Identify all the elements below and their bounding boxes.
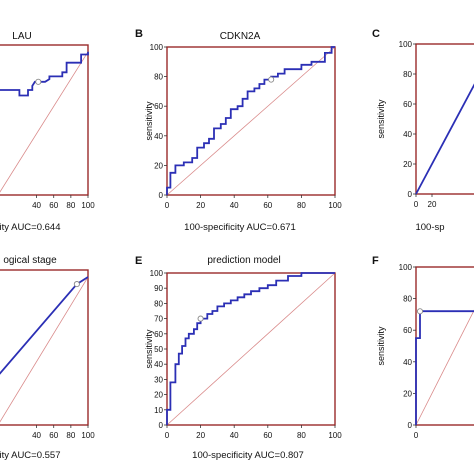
auc-footer: ity AUC=0.644: [0, 222, 61, 233]
y-tick-label: 100: [399, 40, 413, 49]
x-tick-label: 80: [297, 201, 306, 210]
y-axis-label: sensitivity: [144, 101, 154, 141]
x-tick-label: 80: [66, 431, 75, 440]
plot-frame: [166, 46, 336, 196]
cutoff-marker: [35, 78, 42, 85]
roc-curve: [0, 51, 89, 97]
y-tick-label: 0: [408, 190, 413, 199]
cutoff-marker: [268, 76, 275, 83]
plot-frame: [0, 44, 89, 196]
y-tick-label: 70: [154, 315, 163, 324]
x-tick-label: 40: [32, 201, 41, 210]
y-tick-label: 80: [154, 73, 163, 82]
y-tick-label: 20: [154, 161, 163, 170]
roc-panel-2: 0 20 40 60 80 100 0 20 40 60 80 100 CDKN2A sensitivit…: [144, 31, 342, 233]
cutoff-marker: [73, 281, 80, 288]
roc-panel-6: 00 20 40 60 80 100 sensitivity: [376, 263, 474, 440]
x-tick-label: 0: [165, 431, 170, 440]
x-tick-label: 60: [49, 431, 58, 440]
auc-footer: 100-specificity AUC=0.807: [192, 450, 304, 461]
y-tick-label: 100: [150, 269, 164, 278]
y-tick-label: 80: [154, 299, 163, 308]
x-tick-label: 80: [297, 431, 306, 440]
panel-letter-e: E: [135, 255, 142, 267]
y-axis-label: sensitivity: [144, 329, 154, 369]
y-tick-label: 20: [403, 389, 412, 398]
x-tick-label: 100: [81, 431, 95, 440]
y-tick-label: 80: [403, 70, 412, 79]
x-tick-label: 80: [66, 201, 75, 210]
cutoff-marker: [197, 315, 204, 322]
roc-panel-5: 0 20 40 60 80 100 0 10 20 30 40 50 60 70 80 90 100 predic…: [144, 255, 342, 461]
y-tick-label: 80: [403, 295, 412, 304]
panel-title: LAU: [12, 31, 31, 42]
reference-diagonal: [415, 309, 474, 426]
y-tick-label: 60: [403, 100, 412, 109]
y-tick-label: 0: [159, 421, 164, 430]
y-tick-label: 50: [154, 345, 163, 354]
y-tick-label: 0: [159, 191, 164, 200]
reference-diagonal: [0, 276, 89, 423]
reference-diagonal: [166, 272, 336, 426]
x-tick-label: 40: [32, 431, 41, 440]
roc-panel-3: 0 20 0 20 40 60 80 100 sensitivity 100-sp: [376, 40, 474, 233]
roc-panel-4: 40 60 80 100 ogical stage ity AUC=0.557: [0, 255, 95, 461]
auc-footer: 100-sp: [415, 222, 444, 233]
y-tick-label: 40: [403, 358, 412, 367]
roc-curve: [415, 310, 474, 425]
x-tick-label: 100: [328, 201, 342, 210]
cutoff-marker: [416, 308, 424, 315]
y-tick-label: 40: [154, 132, 163, 141]
x-tick-label: 60: [263, 431, 272, 440]
x-tick-label: 40: [230, 431, 239, 440]
x-tick-label: 20: [196, 431, 205, 440]
x-tick-label: 0: [414, 431, 419, 440]
roc-curve: [166, 46, 335, 195]
panel-letter-b: B: [135, 28, 143, 40]
y-axis-label: sensitivity: [376, 99, 386, 139]
auc-footer: ity AUC=0.557: [0, 450, 61, 461]
x-tick-label: 100: [81, 201, 95, 210]
panel-letter-c: C: [372, 28, 380, 40]
y-tick-label: 60: [403, 326, 412, 335]
x-tick-label: 60: [49, 201, 58, 210]
roc-curve: [0, 276, 89, 375]
x-tick-label: 60: [263, 201, 272, 210]
y-tick-label: 100: [150, 43, 164, 52]
y-tick-label: 10: [154, 406, 163, 415]
y-tick-label: 40: [154, 360, 163, 369]
panel-title: ogical stage: [3, 255, 57, 266]
y-tick-label: 100: [399, 263, 413, 272]
plot-frame: [0, 269, 89, 426]
x-tick-label: 0: [414, 200, 419, 209]
roc-curve: [166, 272, 335, 425]
x-tick-label: 20: [428, 200, 437, 209]
panel-letter-f: F: [372, 255, 379, 267]
x-tick-label: 20: [196, 201, 205, 210]
y-tick-label: 40: [403, 130, 412, 139]
y-tick-label: 20: [154, 391, 163, 400]
y-tick-label: 60: [154, 330, 163, 339]
x-tick-label: 0: [165, 201, 170, 210]
x-tick-label: 100: [328, 431, 342, 440]
y-tick-label: 0: [408, 421, 413, 430]
panel-title: prediction model: [207, 255, 280, 266]
roc-panel-1: 40 60 80 100 LAU ity AUC=0.644: [0, 31, 95, 233]
y-tick-label: 30: [154, 375, 163, 384]
plot-frame: [415, 266, 474, 426]
y-tick-label: 20: [403, 160, 412, 169]
reference-diagonal: [0, 51, 89, 193]
y-axis-label: sensitivity: [376, 326, 386, 366]
reference-diagonal: [415, 84, 474, 195]
x-tick-label: 40: [230, 201, 239, 210]
roc-curve: [415, 83, 474, 195]
panel-title: CDKN2A: [220, 31, 261, 42]
plot-frame: [415, 43, 474, 195]
auc-footer: 100-specificity AUC=0.671: [184, 222, 296, 233]
y-tick-label: 90: [154, 284, 163, 293]
y-tick-label: 60: [154, 102, 163, 111]
reference-diagonal: [166, 46, 336, 196]
